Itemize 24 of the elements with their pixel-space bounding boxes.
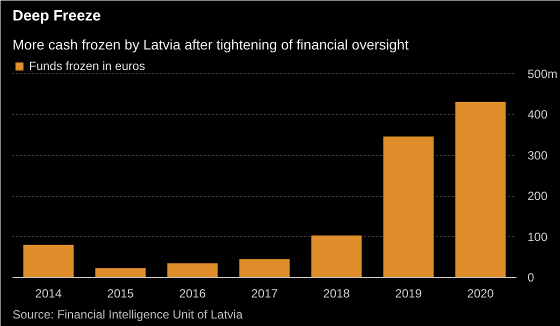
x-tick-label: 2015 bbox=[107, 286, 134, 300]
x-tick-label: 2018 bbox=[323, 286, 350, 300]
bar bbox=[311, 236, 362, 278]
y-tick-label: 300 bbox=[528, 148, 548, 162]
y-tick-label: 100 bbox=[528, 230, 548, 244]
bar bbox=[95, 268, 146, 278]
bar bbox=[455, 102, 506, 278]
bar bbox=[167, 263, 218, 278]
y-tick-label: 200 bbox=[528, 189, 548, 204]
x-tick-label: 2017 bbox=[251, 286, 278, 300]
source-note: Source: Financial Intelligence Unit of Latvia bbox=[12, 308, 243, 322]
bar bbox=[383, 136, 434, 278]
y-tick-label: 0 bbox=[528, 270, 534, 284]
x-tick-label: 2014 bbox=[35, 286, 62, 300]
x-tick-label: 2016 bbox=[179, 286, 206, 300]
bar bbox=[23, 244, 74, 278]
chart-subtitle: More cash frozen by Latvia after tightening of financial oversight bbox=[12, 36, 409, 52]
x-tick-label: 2019 bbox=[395, 286, 422, 300]
x-tick-label: 2020 bbox=[467, 286, 494, 300]
legend-label: Funds frozen in euros bbox=[29, 59, 146, 73]
bar bbox=[239, 259, 290, 278]
y-tick-label: 500m bbox=[528, 66, 558, 81]
y-tick-label: 400 bbox=[528, 108, 548, 122]
chart-title: Deep Freeze bbox=[12, 8, 101, 24]
